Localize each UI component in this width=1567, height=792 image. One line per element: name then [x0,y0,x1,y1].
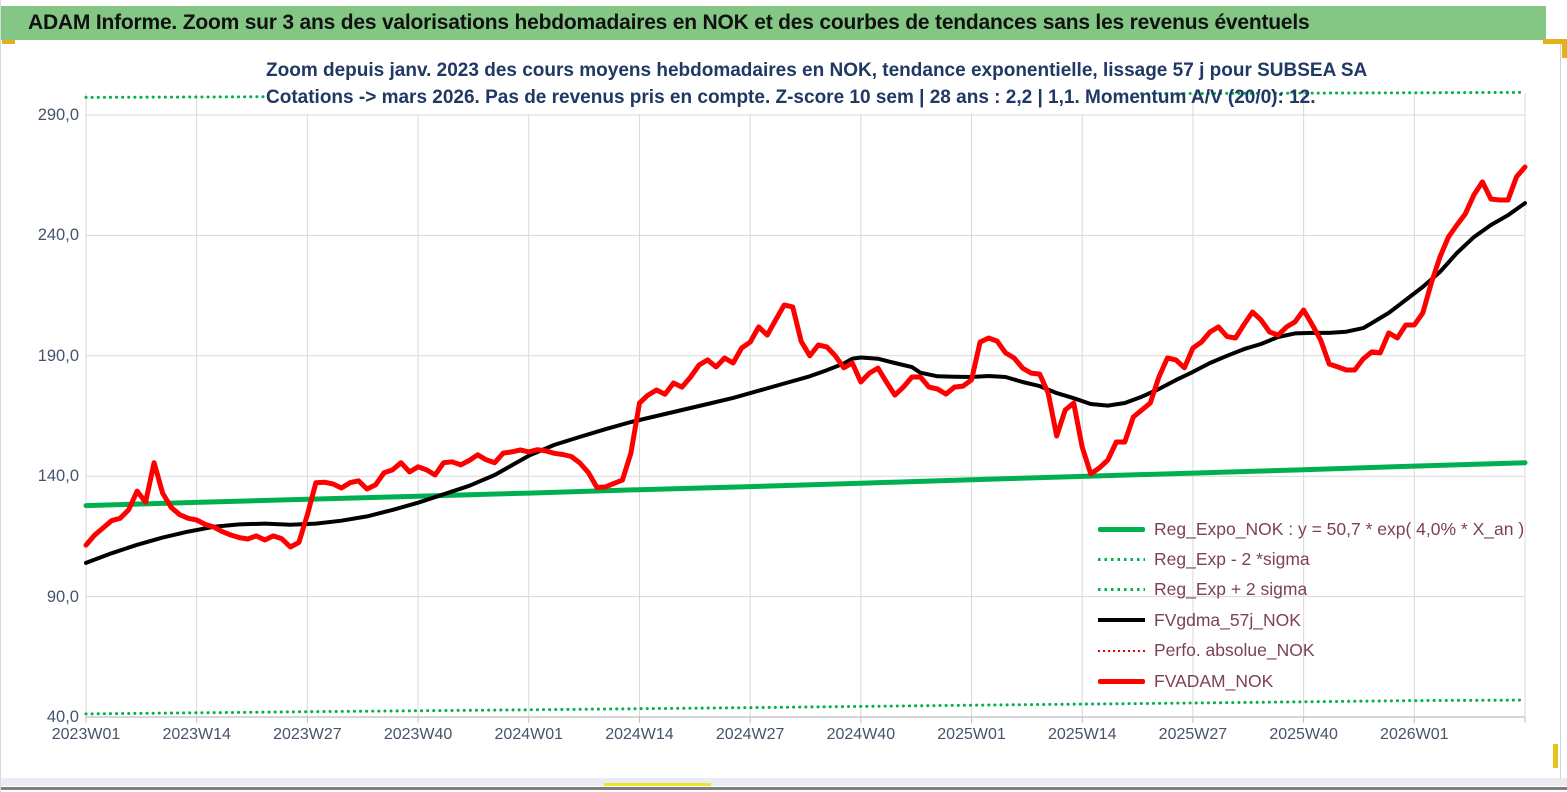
window-right-edge [1560,44,1561,778]
series-reg-exp-2-sigma [84,90,1527,99]
legend-label: FVgdma_57j_NOK [1154,609,1301,630]
gold-corner-accent [1543,39,1567,44]
x-axis-tick-label: 2023W01 [51,726,121,743]
y-axis-tick-label: 90,0 [46,587,79,606]
y-axis-tick-label: 40,0 [46,708,79,726]
black-solid-line-swatch-icon [1098,618,1145,623]
legend-label: Reg_Expo_NOK : y = 50,7 * exp( 4,0% * X_… [1154,518,1525,539]
gold-dash-accent [2,40,15,44]
x-axis-tick-label: 2024W14 [605,726,674,743]
legend-label: Reg_Exp + 2 sigma [1154,579,1308,600]
x-axis-tick-label: 2023W40 [383,726,453,743]
legend-item-perfo-absolue: Perfo. absolue_NOK [1098,636,1524,666]
legend-label: Perfo. absolue_NOK [1154,640,1315,661]
red-solid-line-swatch-icon [1098,678,1145,684]
x-axis-tick-label: 2026W01 [1380,726,1449,743]
legend-item-minus-2-sigma: Reg_Exp - 2 *sigma [1098,544,1524,574]
x-axis-tick-label: 2025W40 [1269,726,1338,743]
x-axis-tick-label: 2025W01 [937,726,1006,743]
x-axis-tick-label: 2024W27 [715,726,785,743]
legend-item-fvgdma: FVgdma_57j_NOK [1098,605,1524,635]
series-reg-exp-2-sigma [84,698,1527,716]
green-solid-line-swatch-icon [1098,526,1145,532]
legend-label: Reg_Exp - 2 *sigma [1154,549,1310,570]
x-axis-tick-label: 2024W01 [494,726,564,743]
bottom-tab-indicator [604,783,711,786]
series-fvadam-nok [83,164,1528,550]
y-axis-tick-label: 290,0 [37,106,79,124]
x-axis-tick-label: 2024W40 [826,726,896,743]
legend-item-plus-2-sigma: Reg_Exp + 2 sigma [1098,575,1524,605]
series-fvgdma-57j-nok [84,201,1527,565]
header-band: ADAM Informe. Zoom sur 3 ans des valoris… [1,6,1546,40]
x-axis-tick-label: 2025W14 [1047,726,1117,743]
y-axis-tick-label: 140,0 [37,467,79,486]
window-title: ADAM Informe. Zoom sur 3 ans des valoris… [28,11,1310,34]
bottom-scroll-strip[interactable] [1,778,1567,786]
chart-title-line2: Cotations -> mars 2026. Pas de revenus p… [266,87,1316,108]
gold-right-accent [1553,744,1558,768]
green-dotted-line-swatch-icon [1098,588,1145,592]
legend-item-reg-expo: Reg_Expo_NOK : y = 50,7 * exp( 4,0% * X_… [1098,514,1524,544]
chart-title: Zoom depuis janv. 2023 des cours moyens … [266,57,1368,114]
x-axis-tick-label: 2023W14 [162,726,231,743]
x-axis-tick-label: 2025W27 [1158,726,1228,743]
x-axis-tick-label: 2023W27 [273,726,342,743]
legend-item-fvadam: FVADAM_NOK [1098,666,1524,696]
chart-legend: Reg_Expo_NOK : y = 50,7 * exp( 4,0% * X_… [1098,514,1524,696]
series-reg-expo-nok [83,460,1528,509]
y-axis-tick-label: 240,0 [37,226,79,245]
red-dotted-line-swatch-icon [1098,649,1145,652]
legend-label: FVADAM_NOK [1154,670,1274,691]
chart-title-line1: Zoom depuis janv. 2023 des cours moyens … [266,60,1368,81]
y-axis-tick-label: 190,0 [37,346,79,365]
window-bottom-edge [1,787,1567,790]
green-dotted-line-swatch-icon [1098,558,1145,562]
gold-corner-accent [1562,39,1567,58]
